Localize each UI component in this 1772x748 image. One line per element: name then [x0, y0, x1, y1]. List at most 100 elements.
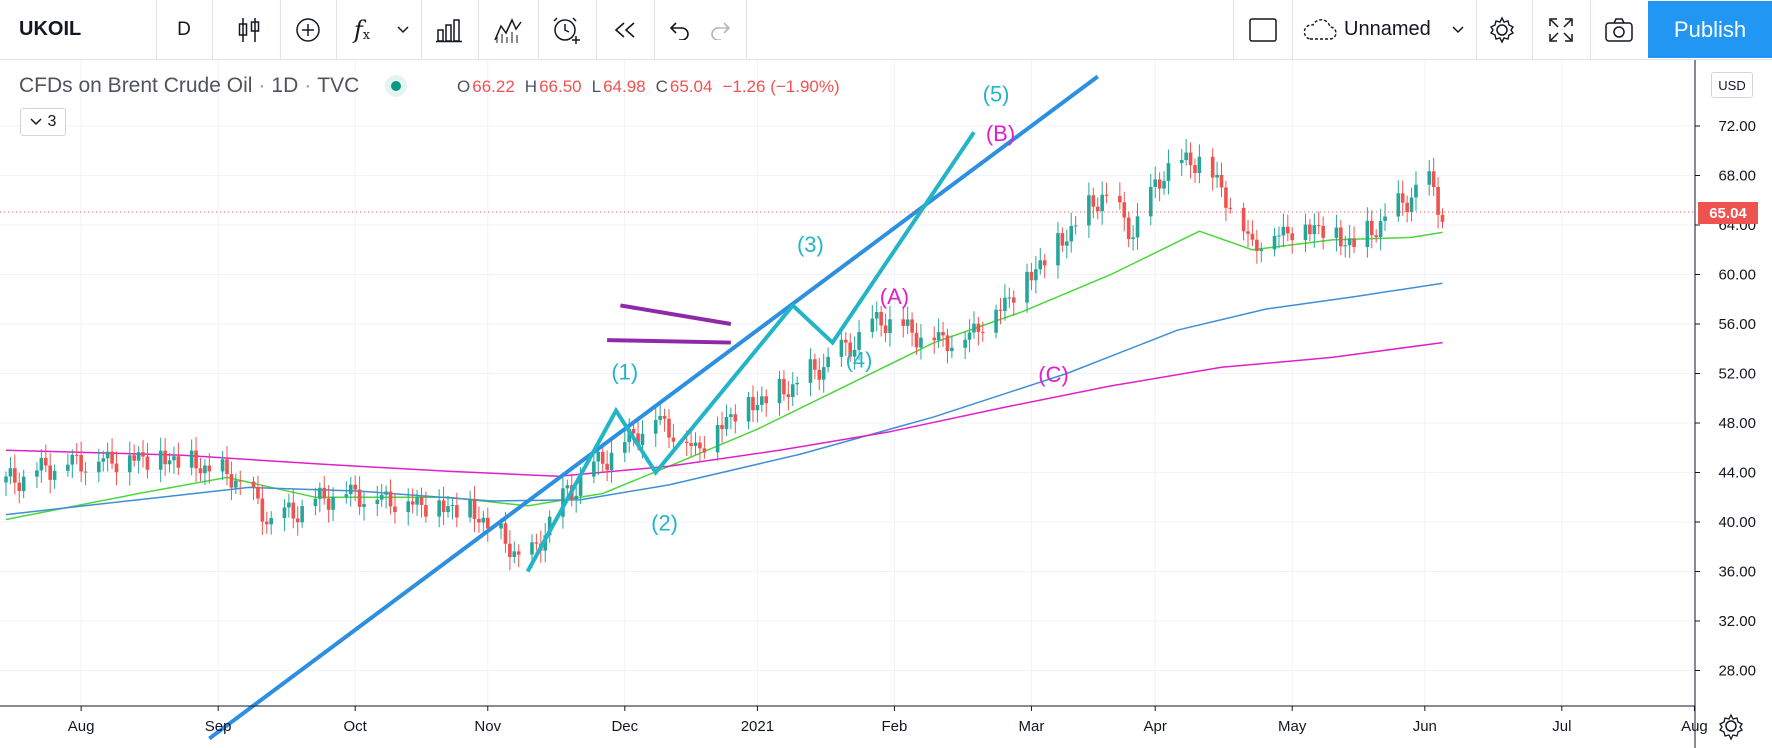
- triangle-lower-line: [607, 338, 731, 345]
- chevron-down-icon[interactable]: [388, 0, 418, 59]
- candle-body: [410, 501, 415, 505]
- candle-body: [203, 465, 207, 474]
- currency-button[interactable]: USD: [1711, 72, 1753, 98]
- candles-icon[interactable]: [228, 0, 270, 59]
- price-chart[interactable]: (1)(2)(3)(4)(5)(A)(B)(C) 72.0068.0064.00…: [0, 60, 1772, 748]
- interval-button[interactable]: D: [177, 18, 191, 40]
- candle-body: [1290, 233, 1295, 241]
- time-tick-label: Jul: [1552, 718, 1571, 735]
- candle-body: [189, 450, 194, 468]
- candle-body: [914, 332, 919, 348]
- candle-body: [547, 516, 552, 536]
- candle-body: [331, 496, 335, 510]
- candle-body: [1091, 195, 1096, 207]
- settings-icon[interactable]: [1480, 0, 1524, 59]
- candle-body: [198, 468, 203, 474]
- candle-body: [981, 331, 985, 333]
- candle-body: [932, 337, 936, 341]
- candle-body: [141, 452, 145, 457]
- candlesticks: [4, 138, 1445, 571]
- candle-body: [919, 337, 923, 348]
- candle-body: [1396, 193, 1401, 217]
- candle-body: [1193, 165, 1197, 174]
- financials-icon[interactable]: [428, 0, 470, 59]
- legend-title[interactable]: CFDs on Brent Crude Oil · 1D · TVC: [19, 74, 408, 98]
- wave-label: (1): [611, 360, 638, 385]
- templates-icon[interactable]: [486, 0, 530, 59]
- candle-body: [1321, 225, 1325, 238]
- camera-icon[interactable]: [1596, 0, 1642, 59]
- chart-settings-icon: [1719, 713, 1743, 741]
- high-value: 66.50: [539, 77, 582, 96]
- candle-body: [1148, 186, 1153, 217]
- fullscreen-icon[interactable]: [1538, 0, 1584, 59]
- candle-body: [176, 456, 181, 468]
- candle-body: [1087, 195, 1091, 226]
- publish-button[interactable]: Publish: [1648, 1, 1772, 58]
- candle-body: [592, 461, 596, 477]
- close-value: 65.04: [669, 77, 713, 96]
- candle-body: [609, 452, 614, 471]
- candle-body: [636, 433, 640, 446]
- price-tick-label: 68.00: [1718, 168, 1756, 185]
- candle-body: [468, 499, 472, 518]
- candle-body: [287, 502, 291, 508]
- candle-body: [384, 491, 388, 495]
- candle-body: [260, 498, 265, 522]
- low-label: L: [591, 77, 602, 96]
- redo-icon[interactable]: [702, 0, 740, 59]
- candle-body: [1255, 239, 1259, 252]
- candle-body: [720, 424, 724, 430]
- select-layout-icon[interactable]: [1240, 0, 1286, 59]
- candle-body: [503, 523, 508, 544]
- candle-body: [388, 491, 393, 507]
- candle-body: [1219, 174, 1224, 188]
- candle-body: [888, 319, 892, 334]
- candle-body: [8, 468, 13, 477]
- candle-body: [870, 318, 875, 333]
- candle-body: [1126, 217, 1131, 240]
- candle-body: [844, 339, 848, 343]
- candle-body: [1440, 214, 1445, 222]
- candle-body: [419, 497, 424, 505]
- candle-body: [110, 451, 114, 464]
- wave-label: (5): [983, 81, 1010, 106]
- candle-body: [671, 437, 676, 442]
- add-compare-icon[interactable]: [285, 0, 331, 59]
- candle-body: [874, 312, 879, 319]
- candle-body: [48, 465, 52, 480]
- layout-name-button[interactable]: Unnamed: [1344, 18, 1431, 40]
- candle-body: [605, 463, 609, 471]
- close-label: C: [655, 77, 668, 96]
- candle-body: [132, 455, 136, 461]
- legend-timeframe: 1D: [271, 74, 299, 97]
- undo-icon[interactable]: [660, 0, 698, 59]
- candle-body: [1034, 269, 1038, 281]
- candle-body: [1272, 235, 1277, 250]
- candle-body: [936, 332, 941, 341]
- candle-body: [406, 501, 411, 513]
- candle-body: [357, 489, 362, 507]
- candle-body: [1131, 237, 1135, 240]
- candle-body: [1334, 227, 1339, 238]
- candle-body: [1277, 235, 1281, 237]
- candle-body: [826, 356, 830, 368]
- candle-body: [764, 396, 769, 404]
- alert-icon[interactable]: [545, 0, 589, 59]
- candle-body: [1157, 179, 1162, 189]
- chevron-down-icon[interactable]: [1444, 0, 1472, 59]
- candle-body: [689, 443, 693, 446]
- candle-body: [729, 414, 733, 417]
- candle-body: [813, 359, 817, 370]
- candle-body: [751, 396, 755, 411]
- candle-body: [172, 456, 176, 461]
- candle-body: [1343, 245, 1348, 247]
- symbol-search-button[interactable]: UKOIL: [19, 18, 82, 40]
- indicators-collapse-button[interactable]: 3: [20, 108, 66, 136]
- candle-body: [852, 349, 857, 357]
- time-tick-label: Mar: [1019, 718, 1045, 735]
- candle-body: [795, 382, 799, 385]
- wave-label: (2): [651, 511, 678, 536]
- replay-icon[interactable]: [603, 0, 647, 59]
